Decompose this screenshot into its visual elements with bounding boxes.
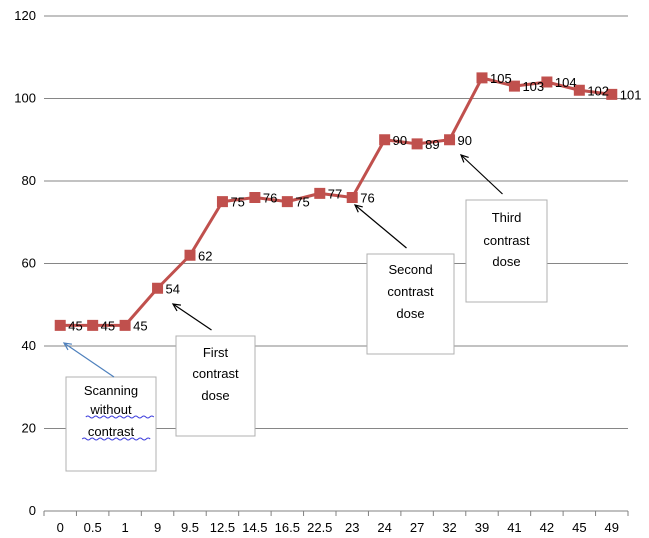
annotation-text: without [89, 402, 132, 417]
y-tick-label: 80 [22, 173, 36, 188]
data-point-marker [606, 88, 618, 100]
spellcheck-underline [81, 437, 151, 441]
x-tick-label: 12.5 [210, 520, 235, 535]
data-label: 45 [133, 318, 147, 333]
annotation-text: Third [492, 210, 522, 225]
data-point-marker [314, 187, 326, 199]
x-tick-label: 22.5 [307, 520, 332, 535]
data-label: 101 [620, 87, 642, 102]
annotation-callout: Third contrast dose [459, 154, 548, 303]
annotation-text: contrast [387, 284, 434, 299]
x-axis-ticks: 0 0.5 1 9 9.5 12.5 14.5 16.5 22.5 23 24 27 32 39 41 42 4… [43, 511, 629, 535]
x-tick-label: 41 [507, 520, 521, 535]
x-tick-label: 32 [442, 520, 456, 535]
annotation-arrowhead [459, 154, 469, 163]
y-tick-label: 100 [14, 91, 36, 106]
y-tick-label: 120 [14, 8, 36, 23]
annotation-callout: Second contrast dose [353, 204, 455, 355]
data-label: 45 [101, 318, 115, 333]
data-point-marker [573, 84, 585, 96]
data-label: 105 [490, 71, 512, 86]
data-point-marker [281, 196, 293, 208]
annotation-text: Scanning [84, 383, 138, 398]
data-label: 103 [522, 79, 544, 94]
data-point-marker [87, 319, 99, 331]
annotation-arrowhead [171, 303, 182, 312]
x-tick-label: 0 [57, 520, 64, 535]
data-point-marker [444, 134, 456, 146]
x-tick-label: 9 [154, 520, 161, 535]
data-point-marker [379, 134, 391, 146]
data-label: 90 [393, 133, 407, 148]
annotations: Scanning without contrast First contrast dose… [62, 154, 548, 472]
data-label: 75 [230, 195, 244, 210]
annotation-box [465, 199, 548, 303]
x-tick-label: 49 [605, 520, 619, 535]
data-point-marker [119, 319, 131, 331]
x-tick-label: 0.5 [84, 520, 102, 535]
annotation-text: dose [396, 306, 424, 321]
data-label: 77 [328, 186, 342, 201]
x-tick-label: 24 [377, 520, 391, 535]
data-label: 45 [68, 318, 82, 333]
annotation-arrow [460, 154, 503, 195]
annotation-text: First [203, 345, 229, 360]
annotation-text: dose [492, 254, 520, 269]
y-tick-label: 0 [29, 503, 36, 518]
x-tick-label: 9.5 [181, 520, 199, 535]
x-tick-label: 45 [572, 520, 586, 535]
data-point-marker [249, 192, 261, 203]
x-tick-label: 23 [345, 520, 359, 535]
data-point-marker [216, 196, 228, 208]
data-label: 102 [587, 83, 609, 98]
x-tick-label: 16.5 [275, 520, 300, 535]
data-label: 90 [458, 133, 472, 148]
x-tick-label: 14.5 [242, 520, 267, 535]
data-label: 89 [425, 137, 439, 152]
x-tick-label: 39 [475, 520, 489, 535]
data-point-marker [152, 282, 164, 294]
data-point-marker [184, 249, 196, 261]
annotation-box [175, 335, 256, 437]
x-tick-label: 27 [410, 520, 424, 535]
annotation-text: contrast [88, 424, 135, 439]
data-label: 104 [555, 75, 577, 90]
annotation-text: Second [388, 262, 432, 277]
annotation-box [366, 253, 455, 355]
y-axis-ticks: 0 20 40 60 80 100 120 [14, 8, 36, 518]
annotation-callout: First contrast dose [171, 303, 256, 437]
annotation-arrow [172, 303, 212, 331]
y-tick-label: 40 [22, 338, 36, 353]
data-point-marker [508, 80, 520, 92]
data-label: 62 [198, 248, 212, 263]
data-point-marker [346, 192, 358, 203]
data-point-marker [541, 76, 553, 88]
annotation-arrowhead [353, 204, 363, 213]
annotation-text: contrast [192, 366, 239, 381]
data-label: 76 [263, 191, 277, 206]
data-label: 76 [360, 191, 374, 206]
y-tick-label: 20 [22, 421, 36, 436]
data-labels: 45 45 45 54 62 75 76 75 77 76 90 89 90 105 103 104 102 10… [68, 71, 641, 334]
x-tick-label: 1 [121, 520, 128, 535]
data-point-marker [54, 319, 66, 331]
annotation-arrowhead [62, 342, 73, 351]
data-point-marker [476, 72, 488, 84]
annotation-text: contrast [483, 233, 530, 248]
data-label: 54 [166, 281, 180, 296]
annotation-box [65, 376, 157, 472]
annotation-callout: Scanning without contrast [62, 342, 157, 472]
data-point-marker [411, 138, 423, 150]
data-label: 75 [295, 195, 309, 210]
series-line [54, 72, 618, 331]
x-tick-label: 42 [540, 520, 554, 535]
annotation-arrow [354, 204, 407, 249]
annotation-text: dose [201, 388, 229, 403]
annotation-arrow [63, 342, 115, 378]
spellcheck-underline [85, 415, 155, 419]
y-tick-label: 60 [22, 256, 36, 271]
